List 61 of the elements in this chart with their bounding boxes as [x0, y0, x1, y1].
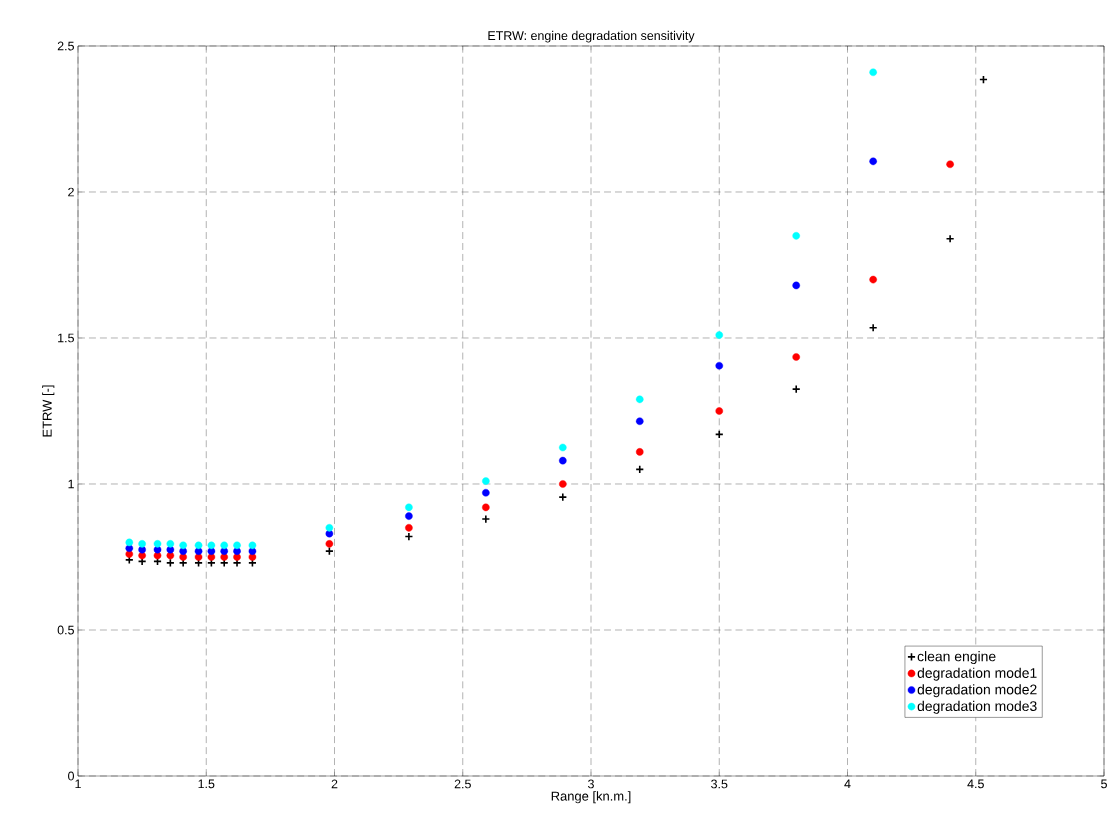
- point: [194, 541, 203, 550]
- y-tick-label: 2: [68, 187, 74, 197]
- x-tick-label: 4.5: [967, 779, 984, 789]
- point: [791, 384, 801, 394]
- legend-label: degradation mode3: [917, 700, 1037, 714]
- point: [558, 492, 568, 502]
- x-tick-label: 1.5: [198, 779, 215, 789]
- y-tick-label: 0: [68, 771, 74, 781]
- point: [325, 524, 334, 532]
- point: [482, 503, 490, 512]
- point: [220, 541, 228, 550]
- point: [482, 477, 490, 485]
- y-tick-label: 1.5: [58, 333, 74, 343]
- point: [869, 157, 877, 166]
- point: [481, 514, 491, 524]
- point: [559, 480, 567, 488]
- legend-label: clean engine: [917, 651, 996, 665]
- point: [946, 160, 954, 169]
- x-tick-label: 5: [1101, 779, 1107, 789]
- point: [559, 443, 567, 452]
- point: [635, 395, 644, 404]
- point: [207, 541, 216, 550]
- point: [405, 524, 413, 532]
- y-axis-title: ETRW [-]: [42, 385, 55, 437]
- point: [868, 323, 878, 333]
- x-tick-label: 4: [844, 779, 851, 789]
- point: [153, 540, 162, 548]
- point: [233, 541, 241, 550]
- point: [715, 361, 724, 370]
- point: [138, 540, 146, 548]
- y-tick-label: 1: [68, 479, 74, 489]
- point: [635, 417, 644, 425]
- point: [635, 448, 644, 456]
- y-tick-label: 2.5: [57, 41, 74, 51]
- x-tick-label: 3: [588, 779, 594, 789]
- y-tick-label: 0.5: [57, 625, 74, 635]
- x-axis-title: Range [kn.m.]: [551, 791, 631, 804]
- x-tick-label: 2: [331, 779, 338, 789]
- legend-label: degradation mode1: [917, 667, 1037, 681]
- point: [405, 512, 413, 520]
- point: [325, 540, 334, 548]
- point: [715, 331, 724, 339]
- point: [792, 232, 800, 240]
- point: [248, 541, 257, 550]
- point: [405, 503, 413, 512]
- x-tick-label: 2.5: [454, 779, 471, 789]
- point: [792, 281, 800, 290]
- point: [166, 540, 175, 548]
- point: [869, 68, 877, 77]
- point: [179, 541, 187, 550]
- chart-title: ETRW: engine degradation sensitivity: [488, 30, 695, 43]
- x-tick-label: 3.5: [711, 779, 728, 789]
- point: [482, 488, 490, 497]
- legend-label: degradation mode2: [917, 684, 1037, 698]
- point: [125, 538, 134, 547]
- x-tick-label: 1: [75, 779, 81, 789]
- point: [715, 407, 724, 415]
- point: [869, 275, 877, 284]
- point: [792, 353, 800, 361]
- point: [559, 456, 567, 465]
- point: [945, 234, 955, 244]
